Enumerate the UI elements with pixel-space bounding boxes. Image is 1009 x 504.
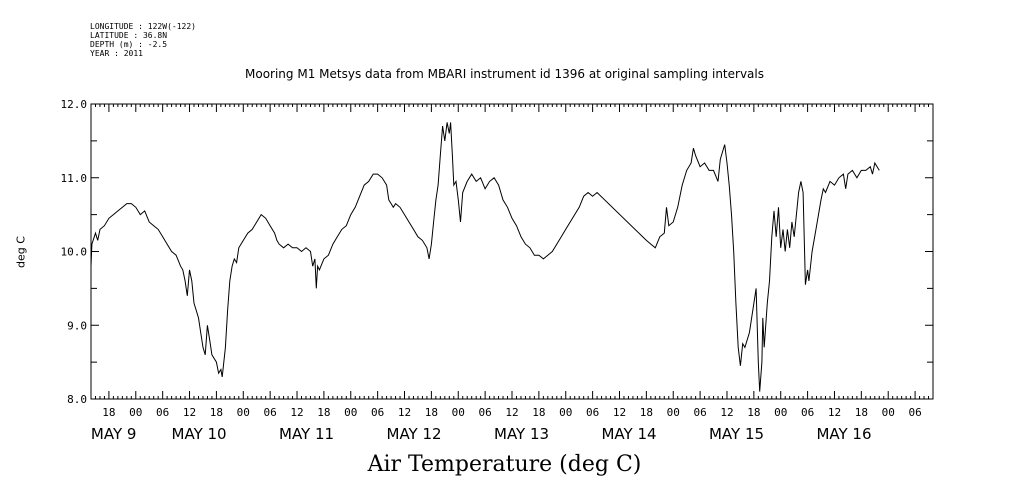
x-tick-label: 18 [532, 406, 545, 419]
x-tick-label: 00 [667, 406, 680, 419]
x-day-label: MAY 12 [387, 425, 442, 443]
x-tick-label: 06 [156, 406, 169, 419]
x-tick-label: 12 [828, 406, 841, 419]
x-tick-label: 12 [613, 406, 626, 419]
x-tick-label: 06 [908, 406, 921, 419]
metadata-depth: DEPTH (m) : -2.5 [90, 40, 168, 49]
x-axis-label: Air Temperature (deg C) [367, 452, 642, 477]
x-tick-label: 00 [344, 406, 357, 419]
y-tick-label: 12.0 [61, 98, 88, 111]
x-tick-label: 12 [290, 406, 303, 419]
x-tick-label: 00 [129, 406, 142, 419]
x-tick-label: 00 [559, 406, 572, 419]
axis-ticks [90, 103, 934, 400]
metadata-longitude: LONGITUDE : 122W(-122) [90, 22, 196, 31]
x-tick-label: 18 [210, 406, 223, 419]
metadata-year: YEAR : 2011 [90, 49, 143, 58]
plot-frame [90, 103, 934, 400]
x-tick-label: 12 [398, 406, 411, 419]
x-tick-label: 00 [774, 406, 787, 419]
x-day-label: MAY 15 [709, 425, 764, 443]
y-tick-label: 9.0 [67, 319, 87, 332]
y-tick-label: 8.0 [67, 393, 87, 406]
x-tick-label: 18 [747, 406, 760, 419]
x-tick-label: 12 [183, 406, 196, 419]
x-tick-label: 06 [801, 406, 814, 419]
x-tick-label: 18 [640, 406, 653, 419]
x-tick-label: 12 [505, 406, 518, 419]
y-tick-label: 10.0 [61, 246, 88, 259]
chart-title: Mooring M1 Metsys data from MBARI instru… [245, 67, 764, 81]
metadata-block: LONGITUDE : 122W(-122) LATITUDE : 36.8N … [90, 22, 196, 58]
x-tick-label: 06 [586, 406, 599, 419]
x-day-label: MAY 9 [91, 425, 137, 443]
x-day-label: MAY 10 [172, 425, 227, 443]
x-tick-label: 06 [264, 406, 277, 419]
x-tick-label: 18 [855, 406, 868, 419]
x-day-label: MAY 13 [494, 425, 549, 443]
x-tick-label: 00 [452, 406, 465, 419]
x-tick-label: 00 [237, 406, 250, 419]
x-tick-label: 06 [479, 406, 492, 419]
y-tick-label: 11.0 [61, 172, 88, 185]
series-line [90, 122, 880, 392]
x-day-label: MAY 11 [279, 425, 334, 443]
x-tick-label: 18 [425, 406, 438, 419]
x-day-label: MAY 14 [601, 425, 656, 443]
axis-tick-labels: 8.0 9.0 10.0 11.0 12.0 18 00 06 12 18 00 06 12 18 00 06… [61, 98, 922, 443]
metadata-latitude: LATITUDE : 36.8N [90, 31, 168, 40]
x-tick-label: 18 [317, 406, 330, 419]
x-tick-label: 00 [882, 406, 895, 419]
x-tick-label: 06 [371, 406, 384, 419]
x-tick-label: 18 [102, 406, 115, 419]
x-day-label: MAY 16 [816, 425, 871, 443]
x-tick-label: 06 [693, 406, 706, 419]
x-tick-label: 12 [720, 406, 733, 419]
